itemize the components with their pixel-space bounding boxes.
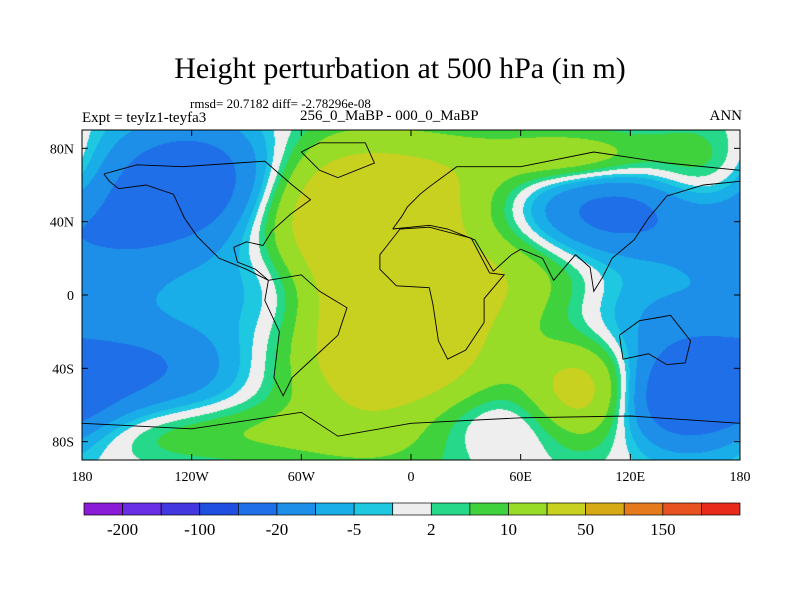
colorbar-swatch <box>83 502 123 516</box>
experiment-label: Expt = teyIz1-teyfa3 <box>82 110 207 126</box>
lon-tick-label: 120E <box>616 470 646 485</box>
colorbar-label: 10 <box>500 520 517 539</box>
colorbar-label: -5 <box>347 520 361 539</box>
colorbar-swatch <box>160 502 201 516</box>
season-label: ANN <box>709 108 743 124</box>
lon-tick-label: 0 <box>408 470 415 485</box>
colorbar-swatch <box>701 502 741 516</box>
colorbar-swatch <box>122 502 162 516</box>
colorbar-label: 50 <box>577 520 594 539</box>
colorbar-label: 2 <box>427 520 436 539</box>
colorbar-swatch <box>353 502 394 516</box>
colorbar-label: -100 <box>184 520 215 539</box>
coastline-5 <box>618 314 692 366</box>
lon-tick-label: 180 <box>72 470 93 485</box>
lon-tick-label: 120W <box>175 470 210 485</box>
lon-tick-label: 60W <box>288 470 316 485</box>
coastline-3 <box>392 151 740 293</box>
rmsd-diff-stats: rmsd= 20.7182 diff= -2.78296e-08 <box>190 96 371 111</box>
lat-tick-label: 0 <box>67 289 74 304</box>
coastline-0 <box>103 160 312 281</box>
colorbar-swatch <box>315 502 355 516</box>
contour-field <box>82 130 740 460</box>
colorbar-swatch <box>508 502 548 516</box>
coastline-4 <box>379 226 506 360</box>
colorbar-label: -200 <box>107 520 138 539</box>
colorbar-swatch <box>276 502 316 516</box>
colorbar-label: 150 <box>650 520 676 539</box>
colorbar-swatch <box>662 502 702 516</box>
colorbar-swatch <box>392 502 432 516</box>
lon-tick-label: 180 <box>730 470 751 485</box>
axes: 80N 40N 0 40S 80S 180 120W 60W 0 60E 120E 180 <box>50 130 751 485</box>
colorbar-swatch <box>585 502 625 516</box>
chart-title: Height perturbation at 500 hPa (in m) <box>174 52 626 85</box>
colorbar-swatch <box>546 502 586 516</box>
lat-tick-label: 40N <box>50 216 74 231</box>
coastline-6 <box>82 411 740 437</box>
coastline-1 <box>300 142 376 179</box>
lat-tick-label: 40S <box>52 362 74 377</box>
colorbar-swatch <box>238 502 278 516</box>
colorbar-swatch <box>469 502 509 516</box>
colorbar-swatch <box>623 502 664 516</box>
lat-tick-label: 80S <box>52 436 74 451</box>
colorbar-label: -20 <box>266 520 289 539</box>
coastline-outlines <box>82 142 740 437</box>
coastline-2 <box>264 274 348 397</box>
period-label: 256_0_MaBP - 000_0_MaBP <box>300 108 479 124</box>
lon-tick-label: 60E <box>509 470 532 485</box>
colorbar-swatch <box>430 502 471 516</box>
colorbar-swatch <box>199 502 239 516</box>
colorbar: -200 -100 -20 -5 2 10 50 150 <box>83 502 741 539</box>
lat-tick-label: 80N <box>50 142 74 157</box>
